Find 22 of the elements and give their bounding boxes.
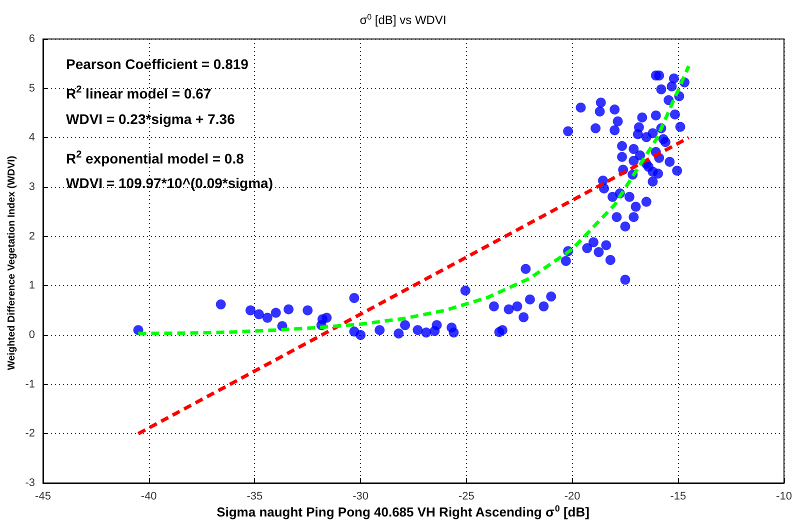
x-tick-label: -25 bbox=[458, 490, 474, 502]
x-tick-label: -40 bbox=[140, 490, 157, 502]
y-tick-label: 2 bbox=[28, 230, 35, 242]
x-tick-label: -10 bbox=[776, 490, 792, 502]
y-tick-label: 3 bbox=[28, 181, 35, 193]
annotation: WDVI = 109.97*10^(0.09*sigma) bbox=[66, 175, 274, 191]
x-tick-label: -30 bbox=[352, 490, 369, 502]
y-tick-label: -3 bbox=[25, 477, 35, 489]
annotation: Pearson Coefficient = 0.819 bbox=[66, 56, 249, 72]
y-tick-label: -1 bbox=[25, 378, 35, 390]
x-tick-label: -35 bbox=[246, 490, 263, 502]
y-tick-label: 5 bbox=[28, 82, 35, 94]
y-tick-label: 4 bbox=[28, 132, 35, 144]
x-tick-label: -20 bbox=[564, 490, 580, 502]
y-tick-label: 6 bbox=[28, 33, 35, 45]
x-tick-label: -45 bbox=[35, 490, 51, 502]
y-tick-label: 1 bbox=[28, 280, 35, 292]
annotation: WDVI = 0.23*sigma + 7.36 bbox=[66, 111, 236, 127]
x-tick-label: -15 bbox=[670, 490, 686, 502]
y-tick-label: 0 bbox=[28, 329, 35, 341]
y-axis-title: Weighted Difference Vegetation Index (WDVI) bbox=[6, 156, 18, 370]
y-tick-label: -2 bbox=[25, 428, 35, 440]
